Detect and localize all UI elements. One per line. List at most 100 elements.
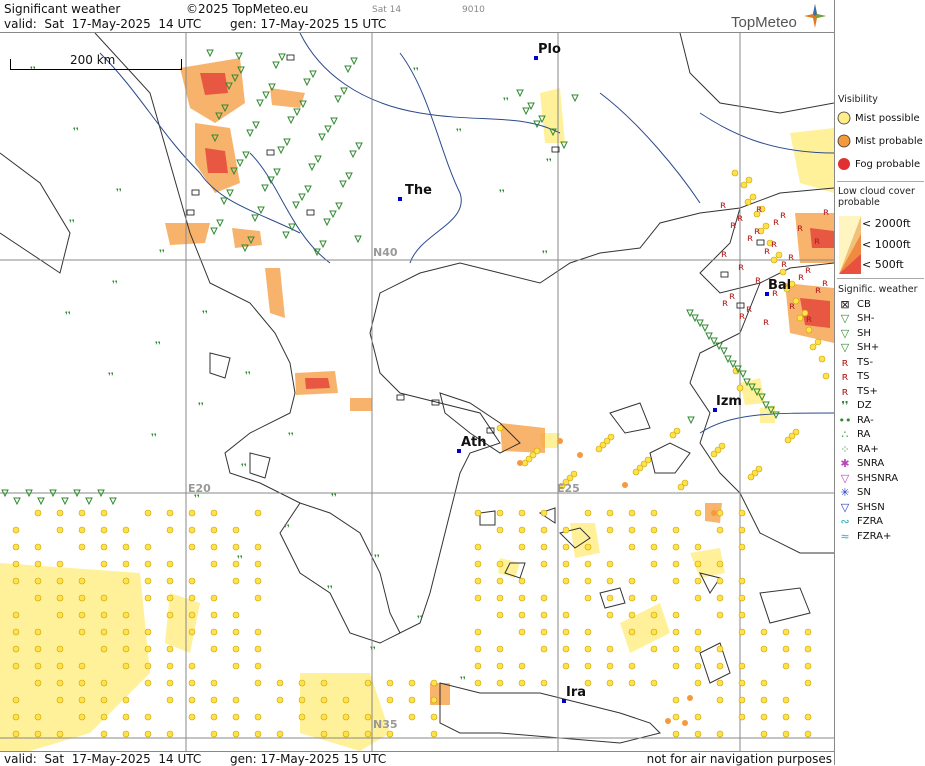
mist-dot [254,730,262,738]
fog-probable-icon [838,158,850,170]
shower-symbol [720,347,728,356]
mist-dot [78,696,86,704]
mist-dot [804,713,812,721]
mist-symbols [12,169,830,738]
ts-heavy-icon: ʀ [841,384,849,398]
mist-dot [672,696,680,704]
mist-dot [188,526,196,534]
thunderstorm-symbol: ʀ [763,317,769,328]
mist-dot [210,560,218,568]
valid-time: valid: Sat 17-May-2025 14 UTC [4,17,202,31]
mist-dot [122,696,130,704]
shower-symbol [318,133,326,142]
shower-light-icon: ▽ [840,312,850,325]
mist-dot [276,679,284,687]
compass-icon [804,4,826,28]
mist-dot [474,577,482,585]
legend-signif-sh-: ▽ SH+ [837,341,879,355]
mist-dot [144,577,152,585]
mist-dot [100,526,108,534]
mist-dot [599,441,607,449]
grid-label-e20: E20 [188,482,211,495]
shower-symbol [324,125,332,134]
copyright-text: ©2025 TopMeteo.eu [186,2,309,16]
thunderstorm-symbol: ʀ [730,220,736,231]
shower-symbol [354,235,362,244]
mist-dot [694,645,702,653]
mist-dot [166,662,174,670]
mist-dot [474,645,482,653]
shower-symbol [743,378,751,387]
mist-dot [755,465,763,473]
mist-dot [782,730,790,738]
mist-dot [166,577,174,585]
shower-symbol [313,248,321,257]
grid-label-n35: N35 [373,718,398,731]
mist-dot [408,713,416,721]
city-marker-ira[interactable] [562,699,566,703]
drizzle-symbol: ❜❜ [30,66,36,76]
mist-dot [276,730,284,738]
city-label-ira: Ira [566,685,587,700]
mist-dot [232,611,240,619]
drizzle-symbol: ❜❜ [194,494,200,504]
shower-symbol [319,240,327,249]
mist-dot [100,713,108,721]
mist-dot [694,509,702,517]
mist-dot [496,526,504,534]
mist-dot [782,713,790,721]
mist-dot [78,509,86,517]
city-marker-bal[interactable] [765,292,769,296]
footer-disclaimer: not for air navigation purposes [646,752,832,766]
thunderstorm-symbol: ʀ [729,291,735,302]
mist-dot [804,645,812,653]
drizzle-symbol: ❜❜ [108,372,114,382]
mist-dot [12,696,20,704]
mist-dot [474,594,482,602]
legend-signif-sn: ✳ SN [837,486,870,500]
shower-symbol [235,52,243,61]
low-cloud-gradient-icon [839,216,861,274]
mist-dot [745,176,753,184]
mist-dot [650,526,658,534]
shower-symbol [1,489,9,498]
mist-dot [606,611,614,619]
cb-symbol [286,54,295,61]
mist-dot [122,543,130,551]
mist-dot [784,436,792,444]
legend-lowcloud-2000: < 2000ft [862,217,911,230]
mist-dot [718,442,726,450]
city-marker-the[interactable] [398,197,402,201]
coastlines [0,33,834,744]
snow-icon: ✳ [840,486,850,499]
city-marker-plo[interactable] [534,56,538,60]
topmeteo-logo[interactable]: TopMeteo [731,4,826,31]
city-marker-ath[interactable] [457,449,461,453]
mist-dot [34,713,42,721]
legend-signif-label: FZRA [857,516,883,527]
mist-dot [254,662,262,670]
drizzle-symbol: ❜❜ [65,311,71,321]
mist-dot [386,679,394,687]
mist-dot [672,730,680,738]
mist-dot [100,560,108,568]
thunderstorm-symbol: ʀ [746,304,752,315]
mist-dot [607,433,615,441]
legend-signif-sh-: ▽ SH- [837,312,875,326]
shower-symbol [278,53,286,62]
mist-dot [34,560,42,568]
drizzle-symbol: ❜❜ [241,463,247,473]
mist-dot [122,730,130,738]
legend-signif-ra: ∴ RA [837,428,871,442]
city-marker-izm[interactable] [713,408,717,412]
drizzle-symbol: ❜❜ [112,280,118,290]
shower-icon: ▽ [840,326,850,340]
mist-dot [738,713,746,721]
mist-dot [100,543,108,551]
mist-dot [232,628,240,636]
shower-symbol [298,193,306,202]
mist-dot [166,594,174,602]
shower-symbol [252,121,260,130]
cb-symbol [486,427,495,434]
